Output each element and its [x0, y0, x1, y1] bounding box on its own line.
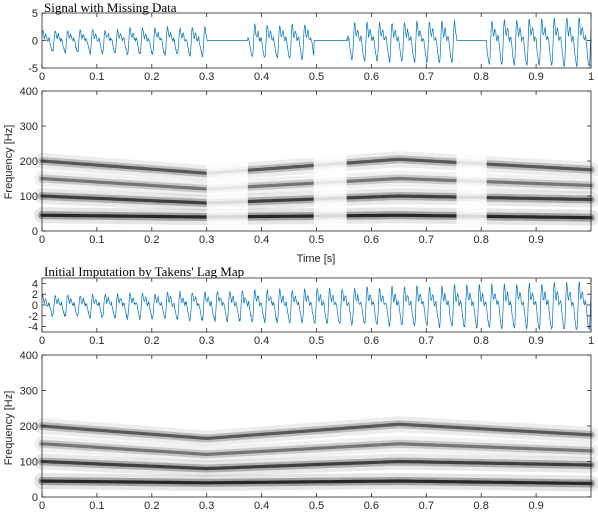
p3-xtick-label: 1 — [588, 335, 594, 347]
spectral-band — [40, 422, 593, 441]
spectral-band — [40, 442, 593, 457]
p3-xtick-label: 0.5 — [309, 335, 324, 347]
p3-ytick-label: -2 — [28, 311, 38, 323]
p4-ytick-label: 100 — [20, 457, 38, 469]
p3-ytick-label: 0 — [32, 300, 38, 312]
p4-xtick-label: 0.3 — [199, 500, 214, 512]
p2-xtick-label: 0.5 — [309, 234, 324, 246]
p3-ytick-label: 4 — [32, 278, 38, 290]
p2-xtick-label: 0 — [39, 234, 45, 246]
signal-line — [41, 17, 592, 68]
p1-xtick-label: 1 — [588, 71, 594, 83]
panel3-title: Initial Imputation by Takens' Lag Map — [44, 264, 244, 279]
spectral-band — [40, 459, 593, 471]
p2-xtick-label: 0.6 — [364, 234, 379, 246]
p4-xtick-label: 0.6 — [364, 500, 379, 512]
p2-xtick-label: 0.1 — [89, 234, 104, 246]
p2-xtick-label: 0.2 — [144, 234, 159, 246]
p4-xtick-label: 0.2 — [144, 500, 159, 512]
p3-xtick-label: 0.2 — [144, 335, 159, 347]
signal-line — [41, 281, 592, 331]
p3-xtick-label: 0 — [39, 335, 45, 347]
p4-xtick-label: 0.9 — [528, 500, 543, 512]
p2-ytick-label: 300 — [20, 121, 38, 133]
panel4-spectrogram: 0 0.1 0.2 0.3 0.4 0.5 0.6 0.7 0.8 0.9 0 100 200 300 40… — [20, 350, 598, 512]
p4-ytick-label: 400 — [20, 350, 38, 362]
panel2-ylabel: Frequency [Hz] — [3, 125, 15, 200]
p4-xtick-label: 0.8 — [474, 500, 489, 512]
spectral-band-glow — [38, 439, 595, 459]
p1-xtick-label: 0.2 — [144, 71, 159, 83]
p1-ytick-label: 0 — [32, 36, 38, 48]
p1-xtick-label: 0.6 — [364, 71, 379, 83]
p3-xtick-label: 0.1 — [89, 335, 104, 347]
panel1-title: Signal with Missing Data — [44, 0, 177, 15]
p1-ytick-label: 5 — [32, 8, 38, 20]
p3-xtick-label: 0.7 — [419, 335, 434, 347]
missing-data-gap — [456, 91, 487, 231]
panel4-ylabel: Frequency [Hz] — [3, 391, 15, 466]
p2-ytick-label: 100 — [20, 191, 38, 203]
p4-xtick-label: 0 — [39, 500, 45, 512]
p1-xtick-label: 0.1 — [89, 71, 104, 83]
p3-ytick-label: 2 — [32, 289, 38, 301]
p1-xtick-label: 0.8 — [474, 71, 489, 83]
p1-xtick-label: 0.3 — [199, 71, 214, 83]
p2-xtick-label: 0.7 — [419, 234, 434, 246]
p2-xtick-label: 0.9 — [528, 234, 543, 246]
panel1-signal-plot: 0 0.1 0.2 0.3 0.4 0.5 0.6 0.7 0.8 0.9 1-505 — [28, 8, 594, 83]
p1-xtick-label: 0 — [39, 71, 45, 83]
panel2-spectrogram: 0 0.1 0.2 0.3 0.4 0.5 0.6 0.7 0.8 0.9 0 100 200 300 40… — [20, 86, 598, 246]
p1-xtick-label: 0.9 — [528, 71, 543, 83]
spectral-band-halo — [34, 435, 598, 463]
missing-data-gap — [206, 91, 248, 231]
p2-ytick-label: 200 — [20, 156, 38, 168]
p2-xtick-label: 0.4 — [254, 234, 269, 246]
p2-xtick-label: 0.8 — [474, 234, 489, 246]
p3-xtick-label: 0.8 — [474, 335, 489, 347]
p1-xtick-label: 0.7 — [419, 71, 434, 83]
missing-data-gap — [313, 91, 347, 231]
p4-ytick-label: 300 — [20, 386, 38, 398]
p1-xtick-label: 0.4 — [254, 71, 269, 83]
p4-xtick-label: 0.1 — [89, 500, 104, 512]
p1-xtick-label: 0.5 — [309, 71, 324, 83]
p4-background — [42, 355, 591, 497]
p3-xtick-label: 0.6 — [364, 335, 379, 347]
p2-xtick-label: 0.3 — [199, 234, 214, 246]
spectral-band — [40, 479, 593, 486]
p4-xtick-label: 0.7 — [419, 500, 434, 512]
p4-xtick-label: 0.5 — [309, 500, 324, 512]
p3-ytick-label: -4 — [28, 322, 38, 334]
p3-xtick-label: 0.4 — [254, 335, 269, 347]
panel2-xlabel: Time [s] — [297, 253, 336, 265]
p2-ytick-label: 400 — [20, 86, 38, 98]
p3-xtick-label: 0.3 — [199, 335, 214, 347]
p1-ytick-label: -5 — [28, 63, 38, 75]
p3-xtick-label: 0.9 — [528, 335, 543, 347]
p2-ytick-label: 0 — [32, 226, 38, 238]
p4-ytick-label: 0 — [32, 492, 38, 504]
p4-xtick-label: 0.4 — [254, 500, 269, 512]
p4-ytick-label: 200 — [20, 421, 38, 433]
